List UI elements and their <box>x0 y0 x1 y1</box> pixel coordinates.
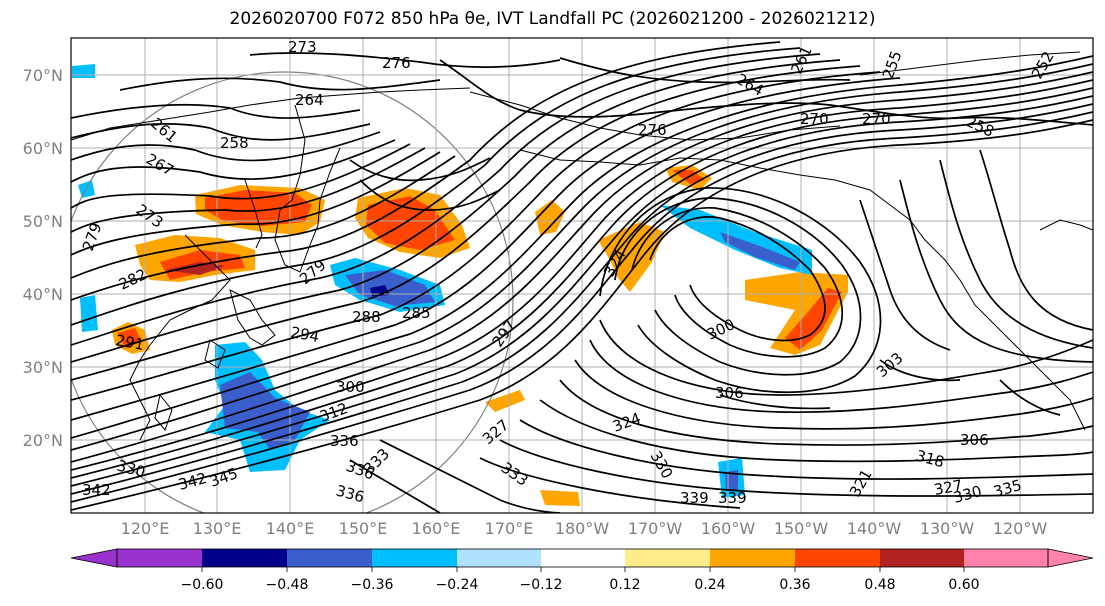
colorbar-tick-label: −0.12 <box>520 577 563 593</box>
colorbar-tick-label: 0.24 <box>694 577 725 593</box>
shade-negative-arctic <box>72 64 95 78</box>
colorbar-segment <box>964 549 1048 567</box>
colorbar-segment <box>625 549 710 567</box>
colorbar-segment <box>372 549 457 567</box>
lat-label: 70°N <box>23 66 63 85</box>
colorbar-extend-max <box>1047 548 1094 568</box>
coastlines <box>71 51 1093 441</box>
lon-label: 140°W <box>847 519 902 538</box>
contour-label: 264 <box>295 91 324 109</box>
colorbar-segment <box>202 549 287 567</box>
contour-label: 294 <box>289 323 320 346</box>
map-area: 273 276 264 261 264 255 252 261 258 267 … <box>71 38 1093 513</box>
colorbar-tick-label: −0.24 <box>436 577 479 593</box>
colorbar-tick-label: 0.36 <box>779 577 810 593</box>
contour-label: 327 <box>933 476 964 499</box>
map-frame <box>70 37 1094 514</box>
lon-label: 160°W <box>701 519 756 538</box>
lon-label: 150°W <box>774 519 829 538</box>
graticule <box>71 38 1093 513</box>
contour-label: 339 <box>718 489 747 507</box>
lon-label: 160°E <box>412 519 461 538</box>
contour-label: 270 <box>862 110 891 128</box>
lon-label: 140°E <box>266 519 315 538</box>
colorbar-tick-label: 0.48 <box>864 577 895 593</box>
contour-label: 288 <box>352 308 381 326</box>
lon-label: 180°W <box>555 519 610 538</box>
lon-label: 120°W <box>993 519 1048 538</box>
lat-label: 20°N <box>23 431 63 450</box>
colorbar-tick-label: 0.60 <box>948 577 979 593</box>
lon-label: 170°W <box>628 519 683 538</box>
lon-label: 150°E <box>339 519 388 538</box>
contour-label: 285 <box>402 304 431 322</box>
figure-title: 2026020700 F072 850 hPa θe, IVT Landfall… <box>229 9 876 29</box>
shade-positive-subtropics <box>485 390 525 412</box>
shade-positive-dateline <box>535 200 565 235</box>
colorbar-segment <box>880 549 964 567</box>
lat-label: 30°N <box>23 358 63 377</box>
shade-positive-east-pacific-core <box>785 288 842 350</box>
shade-negative-jet-core <box>720 232 800 270</box>
latitude-labels: 70°N 60°N 50°N 40°N 30°N 20°N <box>23 66 63 450</box>
projection-circle <box>71 71 514 513</box>
shade-negative-kuril-core <box>345 270 435 306</box>
shade-positive-siberia-dark <box>165 262 225 275</box>
colorbar-segment <box>541 549 625 567</box>
contour-label: 339 <box>680 489 709 507</box>
colorbar-segment <box>287 549 372 567</box>
contour-label: 342 <box>82 481 111 499</box>
shade-positive-south <box>540 490 580 506</box>
contour-label: 270 <box>800 110 829 128</box>
theta-e-contours <box>71 41 1093 513</box>
contour-label: 336 <box>330 432 359 450</box>
contour-label: 273 <box>288 38 317 56</box>
colorbar-tick-label: 0.12 <box>609 577 640 593</box>
colorbar-frame <box>116 548 1049 568</box>
longitude-labels: 120°E 130°E 140°E 150°E 160°E 170°E 180°… <box>121 519 1048 538</box>
colorbar-tick-label: −0.48 <box>266 577 309 593</box>
colorbar: −0.60 −0.48 −0.36 −0.24 −0.12 0.12 0.24 … <box>70 548 1094 593</box>
colorbar-extend-min <box>70 548 118 568</box>
shade-negative-west2 <box>80 295 98 332</box>
colorbar-segment <box>457 549 541 567</box>
shade-negative-japan-core <box>220 372 310 450</box>
lat-label: 40°N <box>23 285 63 304</box>
contour-label: 258 <box>220 134 249 152</box>
lat-label: 50°N <box>23 212 63 231</box>
colorbar-tick-label: −0.36 <box>351 577 394 593</box>
contour-label: 306 <box>960 431 989 449</box>
lat-label: 60°N <box>23 139 63 158</box>
lon-label: 130°E <box>193 519 242 538</box>
colorbar-segment <box>117 549 202 567</box>
lon-label: 130°W <box>920 519 975 538</box>
contour-label: 300 <box>336 378 365 396</box>
colorbar-segment <box>795 549 880 567</box>
colorbar-tick-label: −0.60 <box>181 577 224 593</box>
contour-label: 276 <box>638 121 667 139</box>
shade-negative-west <box>78 180 95 198</box>
colorbar-segment <box>710 549 795 567</box>
lon-label: 120°E <box>121 519 170 538</box>
contour-label: 276 <box>382 54 411 72</box>
colorbar-ticks <box>201 567 965 572</box>
contour-label: 306 <box>715 384 744 402</box>
contour-label: 291 <box>114 331 145 354</box>
shade-positive-central <box>598 222 665 292</box>
lon-label: 170°E <box>485 519 534 538</box>
